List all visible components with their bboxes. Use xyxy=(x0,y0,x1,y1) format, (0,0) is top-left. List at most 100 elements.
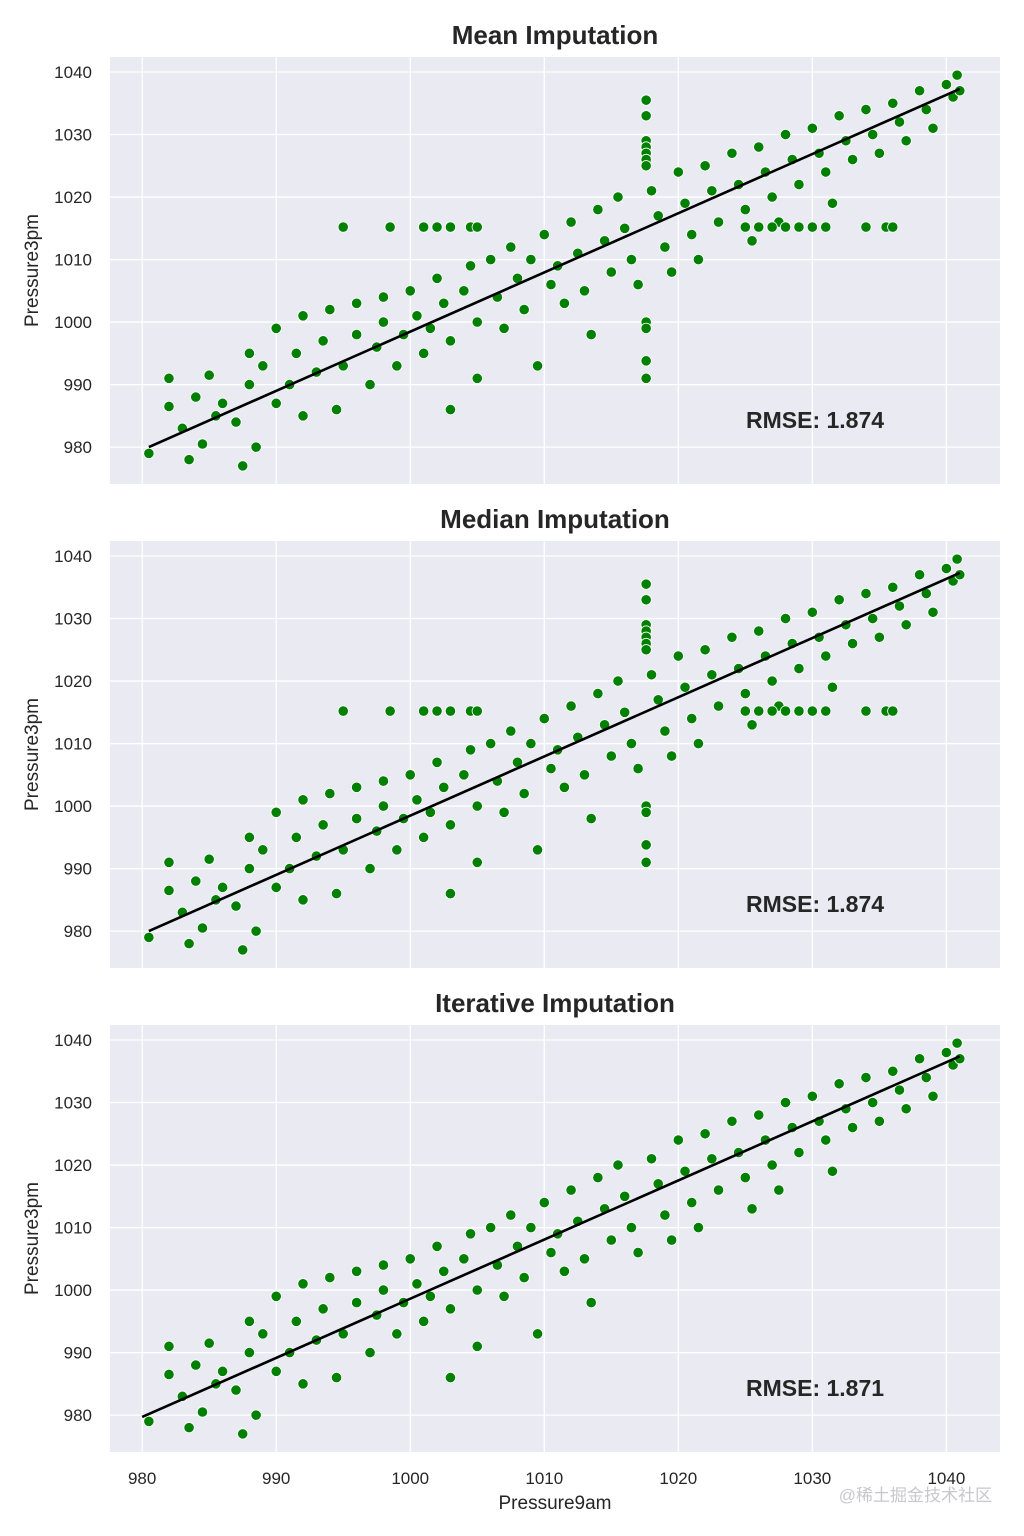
data-point xyxy=(183,1422,195,1434)
data-point xyxy=(250,441,262,453)
data-point xyxy=(625,253,638,266)
data-point xyxy=(317,335,329,347)
data-point xyxy=(163,400,175,413)
data-point xyxy=(726,147,738,159)
data-point xyxy=(183,454,195,466)
data-point xyxy=(545,278,557,291)
data-point xyxy=(538,228,550,241)
data-point xyxy=(806,606,818,618)
data-point xyxy=(692,1221,705,1234)
y-tick-label: 990 xyxy=(64,860,92,879)
y-tick-label: 1040 xyxy=(54,547,92,566)
data-point xyxy=(672,650,684,662)
y-tick-label: 1000 xyxy=(54,313,92,332)
data-point xyxy=(820,166,832,178)
data-point xyxy=(377,1284,390,1296)
data-point xyxy=(317,819,329,831)
data-point xyxy=(913,85,926,97)
data-point xyxy=(243,347,255,359)
data-point xyxy=(418,1315,430,1327)
data-point xyxy=(739,705,751,717)
rmse-annotation: RMSE: 1.874 xyxy=(746,891,884,917)
data-point xyxy=(444,404,457,416)
data-point xyxy=(672,1134,684,1146)
data-point xyxy=(404,285,416,297)
data-point xyxy=(163,884,175,897)
data-point xyxy=(391,360,403,372)
data-point xyxy=(458,1253,470,1265)
data-point xyxy=(686,712,698,725)
data-point xyxy=(317,1303,329,1315)
data-point xyxy=(418,347,430,359)
data-point xyxy=(640,594,652,606)
y-axis-label: Pressure3pm xyxy=(22,214,43,327)
y-tick-label: 1010 xyxy=(54,735,92,754)
data-point xyxy=(739,687,751,700)
y-tick-label: 1040 xyxy=(54,63,92,82)
data-point xyxy=(699,1128,711,1140)
data-point xyxy=(257,844,269,856)
data-point xyxy=(364,1346,376,1359)
data-point xyxy=(404,1253,416,1265)
data-point xyxy=(873,631,885,643)
data-point xyxy=(692,253,705,266)
watermark: @稀土掘金技术社区 xyxy=(838,1486,992,1505)
data-point xyxy=(538,1196,550,1209)
data-point xyxy=(444,1372,457,1384)
data-point xyxy=(712,700,725,712)
data-point xyxy=(471,316,483,328)
data-point xyxy=(753,1109,765,1121)
data-point xyxy=(927,122,939,134)
data-point xyxy=(860,587,872,600)
data-point xyxy=(250,925,262,937)
data-point xyxy=(793,705,805,717)
data-point xyxy=(645,185,658,197)
data-point xyxy=(518,303,530,316)
data-point xyxy=(525,253,537,266)
data-point xyxy=(686,228,698,241)
data-point xyxy=(431,756,443,768)
data-point xyxy=(625,737,638,750)
rmse-annotation: RMSE: 1.871 xyxy=(746,1375,884,1401)
data-point xyxy=(672,166,684,178)
data-point xyxy=(640,856,652,868)
data-point xyxy=(243,831,255,843)
data-point xyxy=(297,794,309,806)
data-point xyxy=(444,705,457,717)
data-point xyxy=(833,110,845,122)
data-point xyxy=(471,1340,483,1352)
data-point xyxy=(196,438,209,450)
data-point xyxy=(632,762,644,775)
data-point xyxy=(216,397,229,409)
y-tick-label: 980 xyxy=(64,438,92,457)
data-point xyxy=(270,322,282,334)
data-point xyxy=(351,328,363,341)
data-point xyxy=(545,1246,557,1259)
data-point xyxy=(143,1415,155,1427)
data-point xyxy=(766,675,778,687)
data-point xyxy=(163,372,175,384)
data-point xyxy=(826,1165,839,1177)
data-point xyxy=(806,705,818,717)
chart-title: Iterative Imputation xyxy=(435,988,675,1018)
data-point xyxy=(640,578,652,590)
y-tick-label: 1020 xyxy=(54,672,92,691)
data-point xyxy=(951,1037,963,1049)
data-point xyxy=(257,1328,269,1340)
data-point xyxy=(605,1234,617,1246)
data-point xyxy=(471,372,483,384)
data-point xyxy=(619,222,631,234)
data-point xyxy=(351,297,363,309)
data-point xyxy=(753,705,765,717)
x-tick-label: 1010 xyxy=(525,1469,563,1488)
data-point xyxy=(645,669,658,681)
y-axis-label: Pressure3pm xyxy=(22,698,43,811)
data-point xyxy=(505,725,517,737)
data-point xyxy=(640,372,652,384)
data-point xyxy=(471,800,483,812)
data-point xyxy=(900,135,912,147)
data-point xyxy=(418,831,430,843)
data-point xyxy=(806,1090,818,1102)
data-point xyxy=(438,297,450,309)
data-point xyxy=(243,378,255,391)
